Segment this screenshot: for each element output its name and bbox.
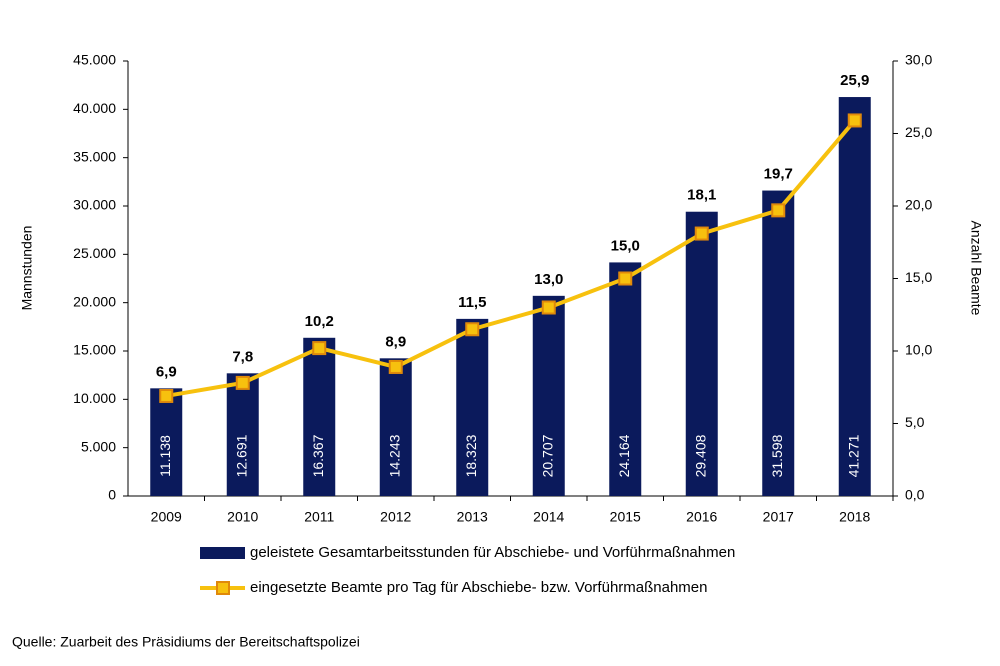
- y-tick-label: 5.000: [81, 438, 116, 454]
- point-value-label: 13,0: [534, 271, 563, 288]
- x-tick-label: 2011: [304, 509, 334, 525]
- bar-value-label: 12.691: [233, 434, 249, 477]
- marker: [771, 203, 786, 218]
- bar-value-label: 11.138: [157, 435, 173, 477]
- y2-tick-label: 0,0: [905, 487, 925, 503]
- bar: [838, 97, 871, 496]
- y-tick-label: 45.000: [73, 52, 116, 68]
- marker: [312, 341, 327, 356]
- marker: [541, 300, 556, 315]
- bar-value-label: 31.598: [769, 434, 785, 477]
- y2-tick-label: 20,0: [905, 197, 932, 213]
- y-tick-label: 35.000: [73, 148, 116, 164]
- y-tick-label: 15.000: [73, 342, 116, 358]
- point-value-label: 6,9: [156, 363, 177, 380]
- bar-value-label: 24.164: [616, 434, 632, 477]
- point-value-label: 18,1: [687, 187, 716, 204]
- line: [165, 119, 857, 398]
- bar-value-label: 18.323: [463, 434, 479, 477]
- bar: [685, 211, 718, 497]
- x-tick-label: 2013: [457, 509, 488, 525]
- marker: [847, 113, 862, 128]
- point-value-label: 11,5: [458, 294, 486, 311]
- y-tick-label: 0: [108, 487, 116, 503]
- y-tick-label: 25.000: [73, 245, 116, 261]
- bar: [226, 373, 259, 496]
- marker: [465, 322, 480, 337]
- point-value-label: 8,9: [385, 333, 406, 350]
- y-tick-label: 30.000: [73, 197, 116, 213]
- bar-value-label: 41.271: [845, 434, 861, 477]
- bar-value-label: 16.367: [310, 434, 326, 477]
- y2-axis-title: Anzahl Beamte: [968, 221, 984, 316]
- y-tick-label: 20.000: [73, 293, 116, 309]
- point-value-label: 10,2: [305, 313, 334, 330]
- bar: [303, 337, 336, 496]
- bar: [762, 190, 795, 496]
- y2-tick-label: 15,0: [905, 269, 932, 285]
- point-value-label: 19,7: [764, 166, 793, 183]
- x-tick-label: 2014: [533, 509, 564, 525]
- y2-tick-label: 30,0: [905, 52, 932, 68]
- legend-label: geleistete Gesamtarbeitsstunden für Absc…: [250, 544, 735, 561]
- x-tick-label: 2015: [610, 509, 641, 525]
- bar: [532, 295, 565, 496]
- y2-tick-label: 25,0: [905, 124, 932, 140]
- x-tick-label: 2012: [380, 509, 411, 525]
- bar-value-label: 29.408: [692, 434, 708, 477]
- x-tick-label: 2010: [227, 509, 258, 525]
- y2-tick-label: 5,0: [905, 414, 925, 430]
- marker: [159, 388, 174, 403]
- x-tick-label: 2009: [151, 509, 182, 525]
- marker: [618, 271, 633, 286]
- legend-swatch: [200, 547, 245, 559]
- bar-value-label: 20.707: [539, 434, 555, 477]
- x-tick-label: 2016: [686, 509, 717, 525]
- x-tick-label: 2018: [839, 509, 870, 525]
- marker: [235, 375, 250, 390]
- legend-label: eingesetzte Beamte pro Tag für Abschiebe…: [250, 579, 708, 596]
- x-tick-label: 2017: [763, 509, 794, 525]
- y-axis-title: Mannstunden: [19, 226, 35, 311]
- marker: [694, 226, 709, 241]
- y2-tick-label: 10,0: [905, 342, 932, 358]
- legend-marker: [216, 581, 230, 595]
- y-tick-label: 10.000: [73, 390, 116, 406]
- point-value-label: 7,8: [232, 348, 253, 365]
- bar: [150, 388, 183, 496]
- bar: [379, 358, 412, 496]
- point-value-label: 15,0: [611, 237, 640, 254]
- bar-value-label: 14.243: [386, 434, 402, 477]
- bar: [456, 318, 489, 496]
- point-value-label: 25,9: [840, 72, 869, 89]
- bar: [609, 262, 642, 496]
- marker: [388, 359, 403, 374]
- y-tick-label: 40.000: [73, 100, 116, 116]
- source-note: Quelle: Zuarbeit des Präsidiums der Bere…: [12, 634, 360, 650]
